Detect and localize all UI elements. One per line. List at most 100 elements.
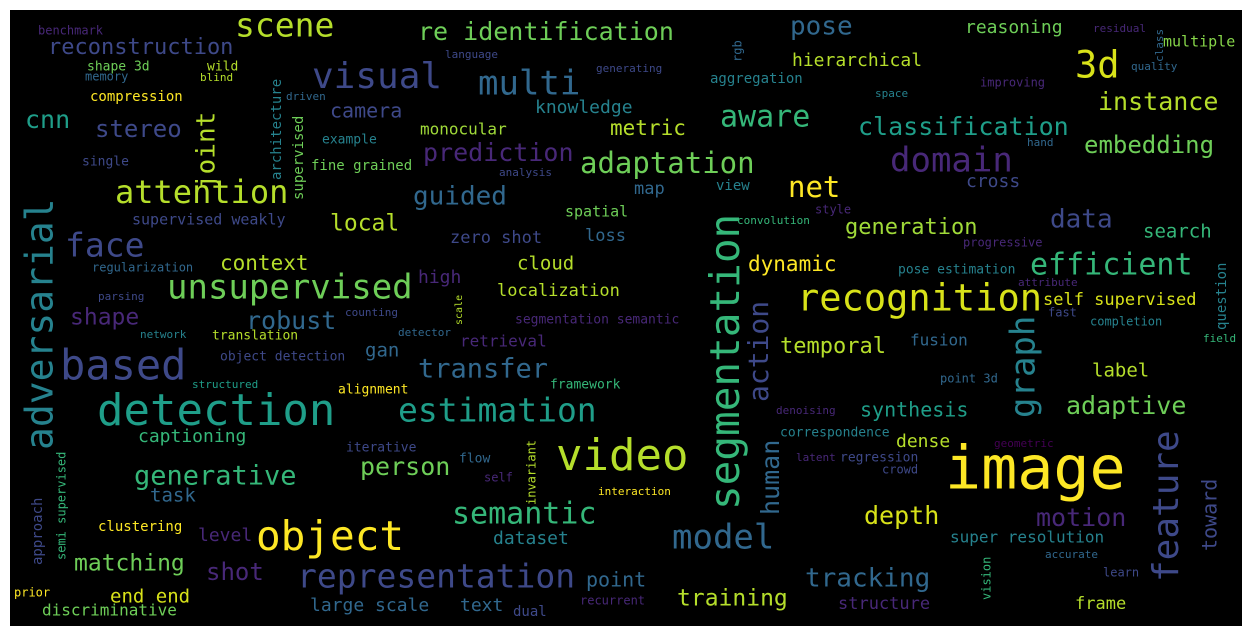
word: data (1050, 205, 1113, 235)
word: regression (840, 451, 918, 466)
word: regularization (92, 261, 193, 275)
word: human (756, 440, 785, 515)
word: model (672, 518, 774, 558)
word: learn (1103, 566, 1139, 580)
word: representation (297, 557, 575, 596)
word: attribute (1018, 276, 1078, 289)
word: reasoning (965, 17, 1063, 38)
word: attention (115, 173, 288, 211)
word: end end (110, 586, 190, 608)
word: fast (1048, 306, 1077, 320)
word: driven (286, 90, 326, 103)
word: hierarchical (792, 50, 922, 71)
word: temporal (780, 334, 886, 359)
word: metric (610, 116, 686, 140)
word: cnn (25, 105, 70, 134)
word: adaptive (1066, 391, 1186, 420)
word: multiple (1163, 33, 1235, 51)
word: semantic (452, 497, 597, 532)
word: parsing (98, 290, 144, 303)
word: geometric (994, 437, 1054, 450)
word: structure (838, 594, 930, 614)
word: compression (90, 89, 183, 105)
word: tracking (805, 564, 930, 594)
word: detection (97, 385, 335, 436)
word: matching (74, 551, 185, 577)
word: map (634, 179, 665, 199)
word: segmentation (701, 214, 749, 510)
word: scale (454, 295, 465, 325)
word: adaptation (580, 146, 755, 180)
word: scene (235, 6, 334, 45)
word: detector (398, 326, 451, 339)
word: synthesis (860, 398, 968, 422)
word: graph (1004, 316, 1044, 418)
word: analysis (499, 166, 552, 179)
word: dynamic (748, 252, 837, 276)
word: latent (796, 451, 836, 464)
word: view (716, 178, 750, 194)
word: semi supervised (55, 452, 69, 560)
word: counting (345, 306, 398, 319)
word: based (60, 341, 186, 390)
word: denoising (776, 404, 836, 417)
word: shape 3d (87, 60, 150, 75)
word: vision (980, 557, 994, 600)
word: action (742, 301, 775, 402)
word: reconstruction (48, 35, 233, 60)
word: loss (585, 226, 626, 246)
word: object (256, 512, 404, 560)
word: translation (212, 329, 298, 344)
word: space (875, 87, 908, 100)
word: text (460, 595, 503, 616)
word: point (586, 568, 646, 592)
word: recurrent (580, 594, 645, 608)
word: alignment (338, 383, 408, 398)
word: super resolution (950, 528, 1104, 547)
word: motion (1036, 503, 1126, 532)
word: point 3d (940, 372, 998, 386)
word: domain (890, 141, 1013, 181)
word: net (788, 170, 840, 204)
word: context (220, 251, 309, 275)
word: single (82, 155, 129, 170)
word: estimation (398, 391, 597, 430)
word: level (198, 525, 252, 546)
word: dataset (493, 528, 569, 549)
word: dual (513, 604, 547, 620)
word: generating (596, 62, 662, 75)
word: residual (1093, 22, 1146, 35)
word: feature (1146, 430, 1187, 582)
word: person (360, 452, 450, 481)
word: joint (192, 112, 222, 190)
word: self (484, 471, 513, 485)
word: question (1214, 263, 1230, 330)
word: crowd (882, 463, 918, 477)
word: 3d (1075, 44, 1120, 87)
word: rgb (731, 40, 745, 62)
word: field (1203, 332, 1236, 345)
word: correspondence (780, 426, 890, 441)
word: retrieval (460, 332, 547, 351)
word: efficient (1030, 248, 1193, 283)
word: generative (134, 461, 297, 492)
word: dense (896, 431, 950, 452)
word: embedding (1084, 131, 1214, 159)
word: generation (845, 215, 977, 240)
word: accurate (1045, 548, 1098, 561)
word: network (140, 328, 187, 341)
word: hand (1027, 136, 1054, 149)
word: convolution (737, 214, 810, 227)
word: prior (14, 586, 50, 600)
word: toward (1198, 479, 1222, 551)
word: high (418, 267, 461, 288)
word: image (945, 434, 1126, 504)
word: knowledge (535, 97, 633, 118)
word: re identification (418, 17, 674, 46)
word: unsupervised (167, 268, 413, 308)
word: prediction (423, 138, 574, 167)
word: clustering (98, 519, 182, 535)
word: invariant (525, 440, 539, 505)
word: classification (858, 112, 1069, 141)
